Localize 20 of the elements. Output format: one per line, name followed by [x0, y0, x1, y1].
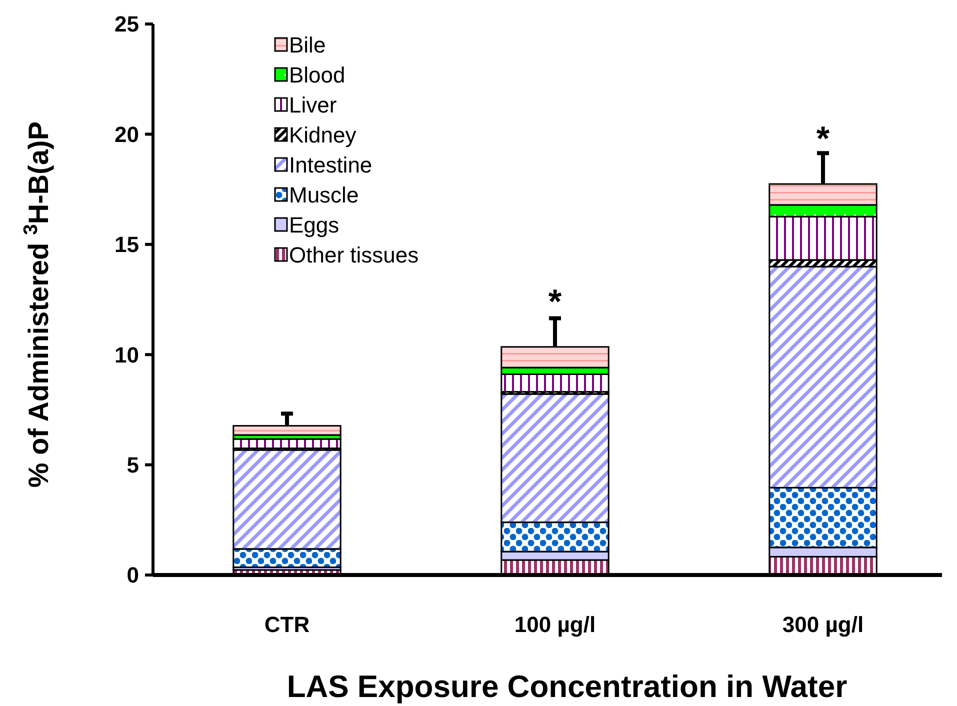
x-tick-label: CTR: [264, 612, 310, 637]
legend-label: Bile: [289, 32, 326, 58]
x-tick-label: 300 µg/l: [782, 612, 864, 637]
annotation: *: [548, 282, 562, 321]
x-axis-title: LAS Exposure Concentration in Water: [286, 669, 848, 704]
legend-label: Liver: [289, 92, 337, 118]
legend-label: Muscle: [289, 182, 359, 208]
legend-label: Eggs: [289, 212, 340, 238]
legend-label: Blood: [289, 62, 346, 88]
y-tick-label: 20: [114, 122, 139, 147]
y-tick-label: 10: [114, 342, 139, 368]
x-tick-label: 100 µg/l: [514, 612, 596, 637]
y-tick-label: 25: [114, 12, 139, 37]
legend-label: Intestine: [289, 152, 372, 178]
y-tick-label: 5: [126, 452, 139, 478]
y-tick-label: 15: [114, 232, 139, 258]
legend-label: Kidney: [289, 122, 356, 148]
annotation: *: [816, 120, 830, 158]
y-tick-label: 0: [126, 562, 139, 588]
legend-label: Other tissues: [289, 242, 419, 268]
